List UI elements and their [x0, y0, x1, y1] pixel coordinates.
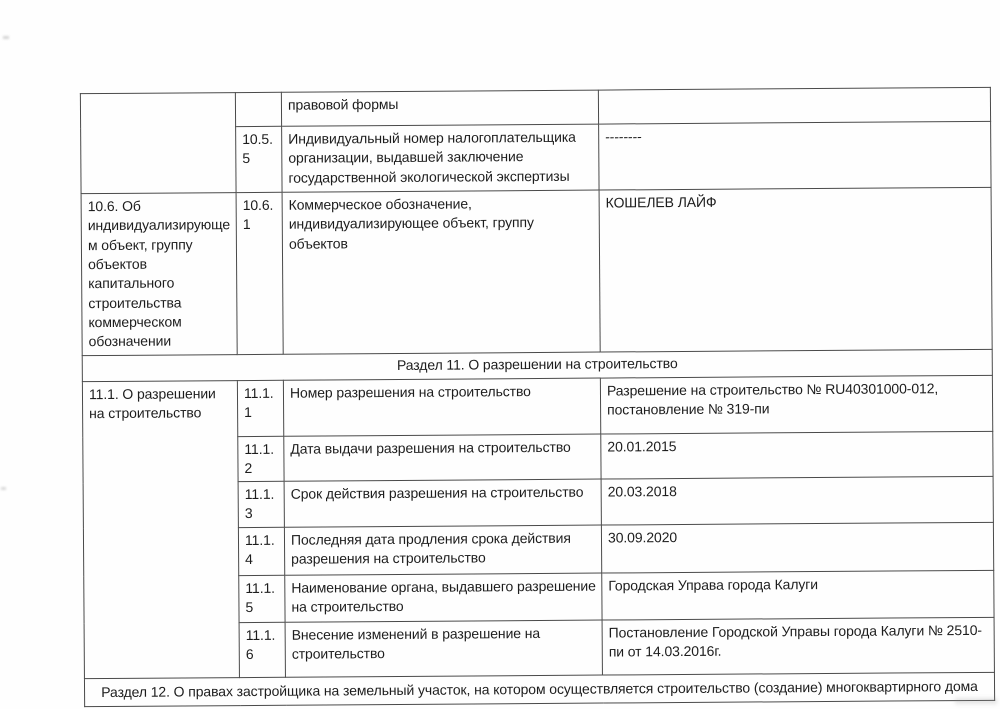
cell-prev-section-empty — [80, 92, 237, 194]
cell-prev-value-empty — [598, 87, 991, 125]
cell-11-1-5-num: 11.1.5 — [238, 575, 286, 623]
cell-11-1-section: 11.1. О разрешении на строительство — [82, 380, 240, 679]
cell-11-1-4-label: Последняя дата продления срока действия … — [284, 524, 602, 576]
cell-10-5-5-value: -------- — [598, 121, 992, 191]
cell-11-1-2-value: 20.01.2015 — [600, 430, 994, 480]
cell-11-1-6-value: Постановление Городской Управы города Ка… — [602, 617, 995, 675]
cell-11-1-3-label: Срок действия разрешения на строительств… — [284, 479, 602, 528]
cell-prev-num-empty — [235, 92, 282, 127]
cell-10-5-5-label: Индивидуальный номер налогоплательщика о… — [281, 124, 600, 193]
cell-11-1-5-value: Городская Управа города Калуги — [601, 570, 995, 620]
cell-11-1-3-num: 11.1.3 — [238, 481, 285, 528]
cell-10-6-num: 10.6.1 — [236, 192, 284, 355]
cell-11-1-3-value: 20.03.2018 — [601, 476, 994, 525]
cell-11-1-1-value: Разрешение на строительство № RU40301000… — [600, 374, 993, 434]
cell-11-1-4-value: 30.09.2020 — [601, 522, 994, 573]
cell-11-1-2-label: Дата выдачи разрешения на строительство — [283, 433, 602, 482]
table-row-10-6: 10.6. Об индивидуализирующе м объект, гр… — [81, 187, 993, 356]
section-row-12: Раздел 12. О правах застройщика на земел… — [84, 672, 995, 707]
scan-speck — [1, 487, 6, 490]
table-tilt-wrapper: правовой формы 10.5.5 Индивидуальный ном… — [80, 87, 995, 707]
cell-11-1-2-num: 11.1.2 — [237, 435, 285, 482]
cell-10-6-label: Коммерческое обозначение, индивидуализир… — [282, 190, 601, 354]
section-12-title: Раздел 12. О правах застройщика на земел… — [84, 672, 995, 707]
table-row-11-1-1: 11.1. О разрешении на строительство 11.1… — [82, 374, 993, 679]
scan-speck — [3, 36, 9, 39]
declaration-table: правовой формы 10.5.5 Индивидуальный ном… — [80, 87, 995, 707]
cell-11-1-4-num: 11.1.4 — [238, 527, 285, 576]
cell-11-1-1-label: Номер разрешения на строительство — [283, 377, 601, 436]
scan-noise-smudge — [955, 698, 997, 704]
cell-11-1-6-label: Внесение изменений в разрешение на строи… — [285, 619, 603, 678]
cell-11-1-6-num: 11.1.6 — [239, 622, 286, 678]
cell-10-6-section: 10.6. Об индивидуализирующе м объект, гр… — [81, 192, 238, 356]
cell-prev-label: правовой формы — [281, 90, 599, 127]
cell-10-5-5-num: 10.5.5 — [235, 126, 283, 193]
cell-11-1-1-num: 11.1.1 — [237, 379, 284, 437]
cell-11-1-5-label: Наименование органа, выдавшего разрешени… — [284, 572, 603, 623]
cell-10-6-value: КОШЕЛЕВ ЛАЙФ — [599, 187, 993, 352]
